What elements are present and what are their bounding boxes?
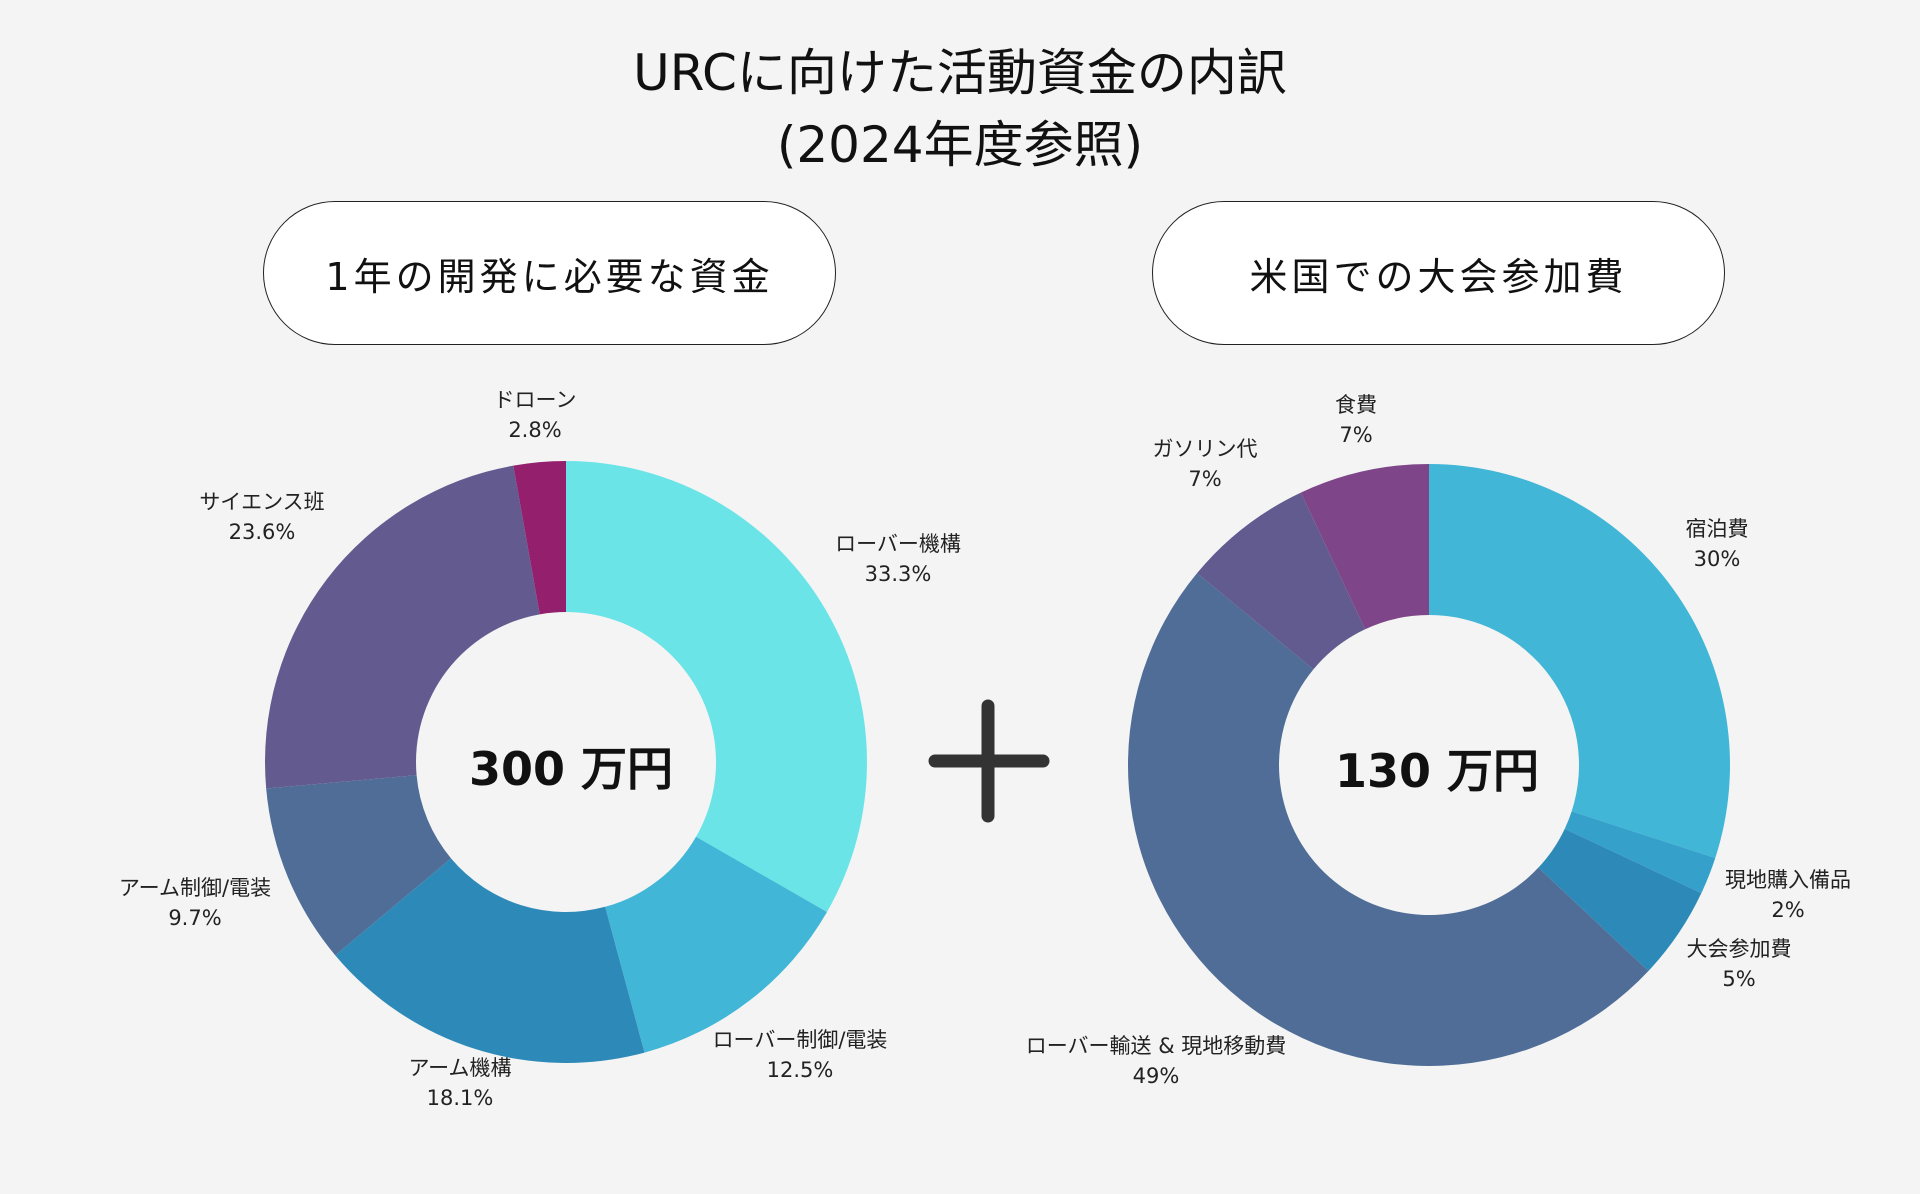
slice-category: サイエンス班: [199, 490, 325, 514]
slice-category: ローバー輸送 & 現地移動費: [1025, 1034, 1287, 1058]
slice-category: 宿泊費: [1685, 517, 1749, 541]
slice-label: 大会参加費 5%: [1687, 934, 1792, 994]
slice-percent: 7%: [1188, 467, 1222, 491]
slice-label: ローバー機構 33.3%: [835, 529, 961, 589]
slice-percent: 33.3%: [864, 562, 932, 586]
slice-percent: 18.1%: [426, 1086, 494, 1110]
slice-category: 食費: [1335, 393, 1377, 417]
plus-icon: [928, 699, 1050, 823]
slice-percent: 5%: [1722, 967, 1756, 991]
slice-category: ローバー制御/電装: [712, 1028, 888, 1052]
slice-label: サイエンス班 23.6%: [199, 487, 324, 547]
slice-percent: 9.7%: [168, 906, 222, 930]
slice-category: 大会参加費: [1686, 937, 1792, 961]
chart-title-line1: URCに向けた活動資金の内訳: [633, 44, 1287, 102]
donut-slice: [1538, 828, 1702, 972]
slice-label: ドローン 2.8%: [494, 385, 577, 445]
slice-label: ガソリン代 7%: [1153, 434, 1258, 494]
slice-percent: 2%: [1771, 898, 1805, 922]
donut-slice: [1197, 492, 1366, 670]
slice-label: ローバー制御/電装 12.5%: [713, 1025, 888, 1085]
slice-category: アーム制御/電装: [118, 876, 272, 900]
right-chart-heading: 米国での大会参加費: [1152, 201, 1725, 345]
slice-percent: 23.6%: [228, 520, 296, 544]
slice-category: ガソリン代: [1152, 437, 1258, 461]
donut-slice: [1128, 573, 1649, 1066]
slice-label: アーム制御/電装 9.7%: [119, 873, 271, 933]
donut-slice: [1564, 811, 1716, 894]
left-chart-heading: 1年の開発に必要な資金: [263, 201, 836, 345]
slice-percent: 12.5%: [766, 1058, 834, 1082]
donut-slice: [1300, 464, 1429, 630]
slice-category: アーム機構: [408, 1056, 512, 1080]
slice-label: ローバー輸送 & 現地移動費 49%: [1026, 1031, 1287, 1091]
donut-slice: [605, 836, 827, 1053]
slice-label: 現地購入備品 2%: [1725, 865, 1851, 925]
donut-slice: [566, 461, 867, 912]
slice-percent: 49%: [1132, 1064, 1180, 1088]
left-center-total: 300 万円: [468, 742, 674, 796]
right-center-total: 130 万円: [1334, 744, 1540, 798]
donut-slice: [513, 461, 566, 615]
donut-slice: [265, 465, 540, 789]
slice-percent: 2.8%: [508, 418, 562, 442]
donut-slice: [1429, 464, 1730, 859]
chart-title-line2: (2024年度参照): [776, 116, 1144, 174]
slice-label: アーム機構 18.1%: [408, 1053, 511, 1113]
slice-percent: 7%: [1339, 423, 1373, 447]
slice-percent: 30%: [1693, 547, 1741, 571]
slice-category: ローバー機構: [835, 532, 961, 556]
slice-category: 現地購入備品: [1725, 868, 1851, 892]
donut-slice: [266, 775, 452, 956]
slice-label: 宿泊費 30%: [1686, 514, 1749, 574]
donut-slice: [335, 858, 645, 1063]
slice-label: 食費 7%: [1335, 390, 1377, 450]
slice-category: ドローン: [493, 388, 577, 412]
